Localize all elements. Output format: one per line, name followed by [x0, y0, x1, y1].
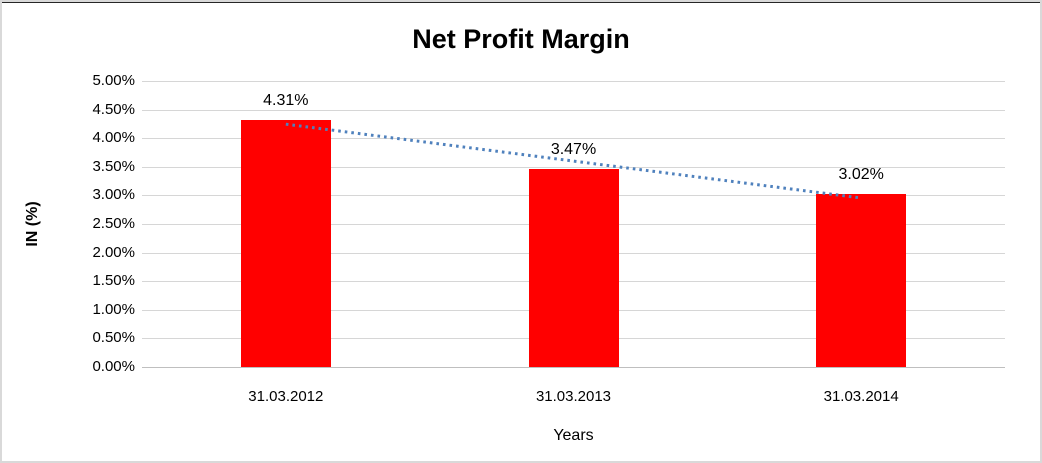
y-axis-tick-label: 4.50%	[92, 100, 135, 118]
bar	[240, 120, 331, 367]
y-axis-tick-label: 0.50%	[92, 329, 135, 347]
y-axis-tick-label: 2.00%	[92, 243, 135, 261]
x-axis-tick-label: 31.03.2014	[823, 388, 899, 405]
gridline	[142, 367, 1005, 368]
y-axis-tick-label: 1.50%	[92, 272, 135, 290]
bar	[816, 194, 907, 367]
gridline	[142, 166, 1005, 168]
y-axis-tick-label: 5.00%	[92, 72, 135, 89]
gridline	[142, 109, 1005, 111]
y-axis-tick-label: 4.00%	[92, 129, 135, 147]
bar	[528, 168, 619, 367]
y-axis-title: IN (%)	[24, 201, 41, 247]
x-axis-title: Years	[553, 427, 594, 444]
bar-data-label: 3.02%	[838, 166, 884, 184]
bar-data-label: 4.31%	[263, 92, 309, 110]
gridline	[142, 81, 1005, 82]
gridline	[142, 138, 1005, 140]
x-axis-tick-label: 31.03.2012	[248, 388, 324, 405]
x-axis-tick-label: 31.03.2013	[535, 388, 612, 405]
trendline-svg	[285, 122, 862, 200]
chart-title: Net Profit Margin	[412, 24, 630, 54]
y-axis-tick-label: 3.00%	[92, 186, 135, 204]
trendline	[285, 122, 862, 200]
y-axis-tick-label: 0.00%	[92, 358, 135, 375]
y-axis-tick-label: 2.50%	[92, 215, 135, 232]
y-axis-tick-label: 3.50%	[92, 157, 135, 175]
chart-border-top	[2, 2, 1040, 3]
plot-area: 4.31% 3.47% 3.02%	[142, 81, 1005, 368]
bar-data-label: 3.47%	[550, 140, 597, 158]
y-axis-tick-label: 1.00%	[92, 300, 135, 318]
